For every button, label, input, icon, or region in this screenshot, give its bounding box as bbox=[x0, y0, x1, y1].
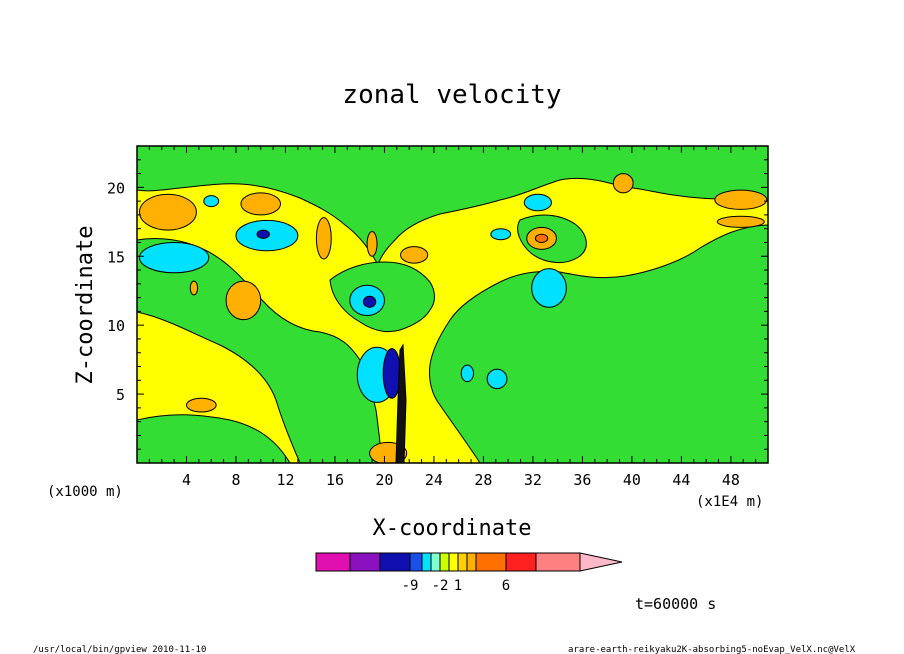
x-tick-label: 36 bbox=[573, 471, 591, 489]
x-tick-label: 12 bbox=[276, 471, 294, 489]
x-tick-label: 48 bbox=[722, 471, 740, 489]
colorbar-tick-label: -2 bbox=[432, 578, 449, 594]
colorbar-bin bbox=[535, 552, 581, 572]
x-tick-label: 32 bbox=[524, 471, 542, 489]
colorbar-bin bbox=[315, 552, 351, 572]
y-tick-label: 15 bbox=[107, 248, 125, 266]
footer-right-note: arare-earth-reikyaku2K-absorbing5-noEvap… bbox=[568, 645, 856, 654]
footer-left-note: /usr/local/bin/gpview 2010-11-10 bbox=[33, 645, 206, 654]
colorbar-bin bbox=[505, 552, 537, 572]
x-tick-label: 20 bbox=[375, 471, 393, 489]
y-tick-label: 10 bbox=[107, 317, 125, 335]
contour-blob bbox=[486, 368, 508, 390]
contour-blob bbox=[185, 397, 217, 413]
x-tick-label: 28 bbox=[474, 471, 492, 489]
x-tick-label: 8 bbox=[231, 471, 240, 489]
contour-blob bbox=[490, 228, 512, 241]
green-region-right bbox=[429, 224, 768, 463]
contour-blob bbox=[612, 173, 634, 194]
contour-blob bbox=[714, 189, 768, 210]
y-tick-label: 20 bbox=[107, 179, 125, 197]
y-axis-ticks: 5 10 15 20 bbox=[107, 159, 768, 450]
colorbar-arrow bbox=[579, 552, 623, 572]
contour-blob bbox=[225, 280, 262, 321]
colorbar-tick-label: 1 bbox=[454, 578, 462, 594]
contour-blob bbox=[400, 246, 429, 264]
colorbar-tick-label: 6 bbox=[502, 578, 510, 594]
green-region-left-lower bbox=[137, 414, 291, 463]
green-regions bbox=[137, 146, 768, 463]
x-axis-label: X-coordinate bbox=[373, 516, 532, 541]
colorbar-tick-label: -9 bbox=[402, 578, 419, 594]
colorbar-bin bbox=[448, 552, 459, 572]
colorbar-bin bbox=[475, 552, 507, 572]
y-axis-label: Z-coordinate bbox=[73, 226, 98, 385]
x-axis-ticks: 4 8 12 16 20 24 28 32 36 40 44 48 bbox=[148, 146, 757, 489]
spike-feature bbox=[395, 343, 407, 463]
contour-blob bbox=[240, 192, 282, 216]
x-tick-label: 4 bbox=[182, 471, 191, 489]
x-tick-label: 40 bbox=[623, 471, 641, 489]
colorbar-bin bbox=[409, 552, 423, 572]
colorbar-bin bbox=[457, 552, 468, 572]
contour-blob bbox=[256, 229, 270, 239]
contour-blob bbox=[138, 193, 197, 231]
x-tick-label: 44 bbox=[672, 471, 690, 489]
colorbar-bin bbox=[439, 552, 450, 572]
plot-frame bbox=[136, 145, 769, 464]
contour-blob bbox=[716, 215, 765, 228]
time-label: t=60000 s bbox=[635, 595, 716, 613]
contour-blob bbox=[315, 217, 332, 260]
plot-area bbox=[137, 146, 768, 463]
x-unit-left: (x1000 m) bbox=[47, 484, 123, 500]
x-tick-label: 24 bbox=[425, 471, 443, 489]
contour-blob bbox=[203, 195, 220, 208]
contour-blobs bbox=[138, 173, 768, 463]
x-unit-right: (x1E4 m) bbox=[696, 494, 763, 510]
contour-blob bbox=[523, 193, 552, 212]
contour-blob bbox=[534, 233, 549, 243]
colorbar-bin bbox=[430, 552, 441, 572]
contour-blob bbox=[531, 268, 567, 308]
chart-title: zonal velocity bbox=[342, 80, 561, 110]
y-tick-label: 5 bbox=[116, 386, 125, 404]
colorbar-bin bbox=[349, 552, 381, 572]
colorbar-bin bbox=[379, 552, 411, 572]
colorbar-bin bbox=[421, 552, 432, 572]
contour-blob bbox=[366, 230, 378, 257]
x-tick-label: 16 bbox=[326, 471, 344, 489]
colorbar-bin bbox=[466, 552, 477, 572]
contour-blob bbox=[138, 241, 210, 274]
colorbar: -9 -2 1 6 bbox=[315, 552, 623, 594]
green-region-top bbox=[137, 146, 768, 267]
contour-blob bbox=[362, 295, 377, 308]
contour-blob bbox=[460, 364, 475, 383]
contour-blob bbox=[189, 280, 199, 296]
